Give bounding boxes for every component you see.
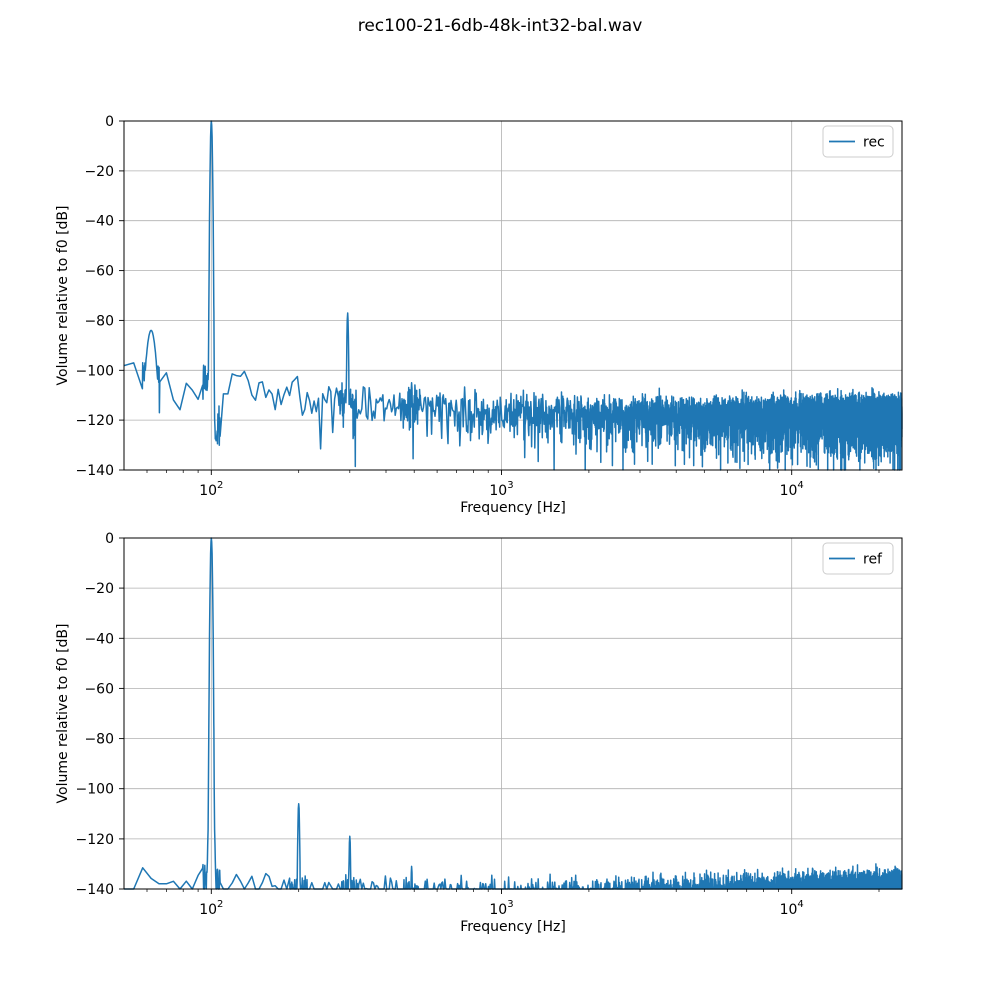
y-tick-label: −20 xyxy=(84,581,114,597)
ref-legend: ref xyxy=(822,542,894,575)
ref-series-line xyxy=(124,537,903,890)
y-axis-label: Volume relative to f0 [dB] xyxy=(55,206,71,386)
y-tick-label: −80 xyxy=(84,313,114,329)
plot-border xyxy=(123,537,903,890)
y-tick-label: −20 xyxy=(84,164,114,180)
x-tick-label: 103 xyxy=(489,480,513,499)
legend-label: ref xyxy=(863,552,883,568)
rec-series-line xyxy=(123,120,903,471)
y-tick-label: −100 xyxy=(76,363,114,379)
tick-labels: 0 −20 −40 −60 −80 −100 −120 −140 102 103 104 xyxy=(76,114,804,499)
figure-title: rec100-21-6db-48k-int32-bal.wav xyxy=(357,16,643,36)
axis-ticks xyxy=(119,120,880,475)
y-tick-label: 0 xyxy=(105,114,114,130)
y-tick-label: 0 xyxy=(105,531,114,547)
rec-subplot: 0 −20 −40 −60 −80 −100 −120 −140 102 103 104 Freque… xyxy=(55,114,903,516)
x-tick-label: 102 xyxy=(199,899,223,918)
x-axis-label: Frequency [Hz] xyxy=(460,919,566,935)
rec-legend: rec xyxy=(822,125,894,158)
y-tick-label: −80 xyxy=(84,732,114,748)
y-axis-label: Volume relative to f0 [dB] xyxy=(55,624,71,804)
y-tick-label: −120 xyxy=(76,413,114,429)
x-tick-label: 103 xyxy=(489,899,513,918)
y-tick-label: −60 xyxy=(84,264,114,280)
legend-label: rec xyxy=(863,135,885,151)
x-tick-label: 104 xyxy=(780,899,804,918)
y-tick-label: −140 xyxy=(76,882,114,898)
x-axis-label: Frequency [Hz] xyxy=(460,500,566,516)
tick-labels: 0 −20 −40 −60 −80 −100 −120 −140 102 103 104 xyxy=(76,531,804,918)
plot-border xyxy=(123,120,903,471)
y-tick-label: −40 xyxy=(84,631,114,647)
y-tick-label: −40 xyxy=(84,214,114,230)
y-tick-label: −100 xyxy=(76,782,114,798)
legend-box xyxy=(822,125,894,158)
ref-subplot: 0 −20 −40 −60 −80 −100 −120 −140 102 103 104 Freque… xyxy=(55,531,903,935)
x-tick-label: 104 xyxy=(780,480,804,499)
y-tick-label: −60 xyxy=(84,681,114,697)
y-tick-label: −140 xyxy=(76,463,114,479)
axis-ticks xyxy=(119,537,880,894)
grid-lines xyxy=(124,537,902,890)
y-tick-label: −120 xyxy=(76,832,114,848)
x-tick-label: 102 xyxy=(199,480,223,499)
legend-box xyxy=(822,542,894,575)
